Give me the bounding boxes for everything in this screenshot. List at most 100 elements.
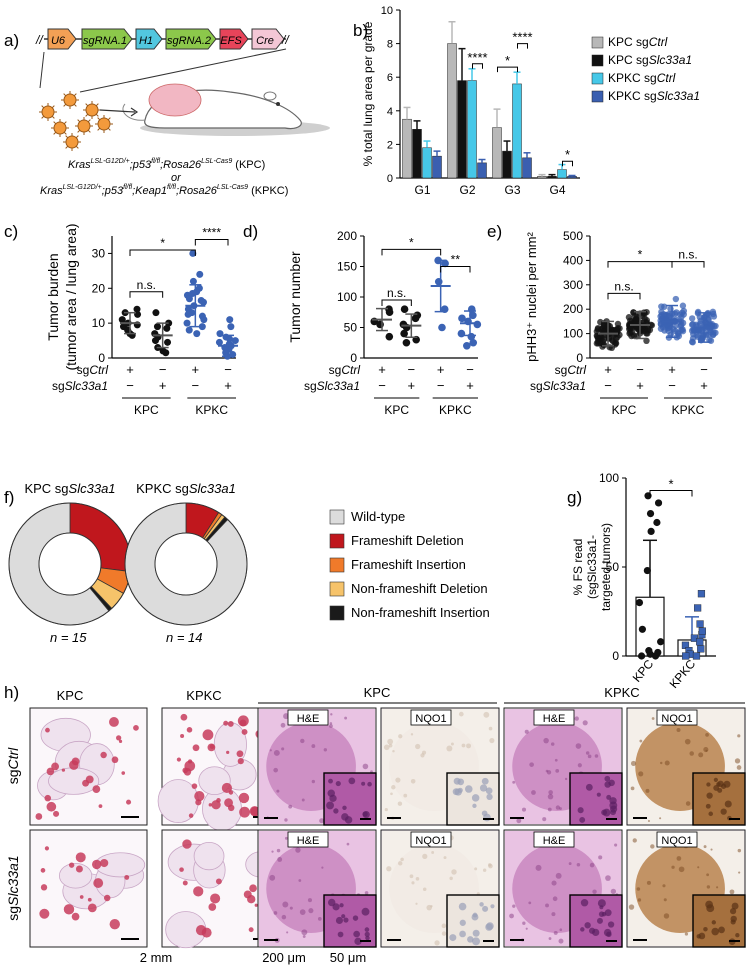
group-label-kpc: KPC [612, 403, 637, 417]
inset-nucleus [596, 917, 603, 924]
tissue-texture [706, 873, 710, 877]
panel-label-e: e) [487, 222, 502, 241]
bar [502, 150, 512, 179]
inset-nucleus [603, 928, 612, 937]
data-point [647, 527, 655, 536]
tissue-texture [398, 861, 403, 866]
tissue-texture [551, 912, 556, 917]
tissue-texture [395, 777, 401, 783]
inset-nucleus [585, 783, 593, 791]
tissue-texture [317, 916, 322, 921]
data-point [688, 321, 696, 328]
bar [512, 83, 522, 179]
scale-label-200um: 200 μm [262, 950, 306, 965]
x-tick-label: KPKC [667, 657, 699, 691]
tissue-texture [582, 720, 588, 726]
data-point [400, 329, 408, 338]
inset-nucleus [337, 931, 344, 938]
tissue-texture [545, 903, 549, 908]
inset-nucleus [464, 785, 473, 793]
data-point [215, 338, 223, 346]
tumor-nodule [103, 894, 111, 902]
tissue-texture [638, 771, 644, 777]
significance-bracket [497, 66, 518, 73]
inset-nucleus [326, 801, 334, 810]
y-tick-label: 0 [576, 351, 583, 365]
col-header-kpkc-zoom: KPKC [604, 685, 639, 700]
tumor-nodule [241, 728, 248, 735]
part-h1: H1 [139, 35, 153, 47]
tumor-nodule [183, 768, 192, 776]
tumor-nodule [71, 912, 80, 921]
tissue-texture [300, 738, 305, 744]
x-tick-label: G4 [549, 183, 565, 197]
tissue-texture [698, 752, 704, 758]
tumor-nodule [210, 893, 221, 904]
tissue-texture [286, 931, 289, 934]
virus-spike [97, 127, 101, 131]
tumor-nodule [186, 727, 193, 733]
row-label-sgslc33a1: sgSlc33a1 [530, 379, 586, 393]
tissue-texture [575, 743, 582, 749]
tissue-texture [301, 929, 308, 936]
tissue-texture [321, 866, 324, 869]
virus-spike [77, 129, 81, 133]
tissue-texture [489, 737, 495, 744]
tissue-texture [605, 875, 611, 881]
inset-nucleus [449, 934, 457, 942]
row-label-sgctrl: sgCtrl [555, 363, 587, 377]
tumor-nodule [124, 874, 130, 880]
stain-label-box [656, 831, 698, 848]
tumor-nodule [192, 744, 200, 752]
data-point [402, 338, 411, 347]
tumor-nodule [202, 729, 214, 741]
inset-nucleus [472, 803, 477, 808]
tissue-texture [522, 921, 526, 925]
tissue-texture [388, 743, 393, 748]
significance-bracket [381, 248, 442, 256]
virus-spike [75, 145, 79, 149]
inset-nucleus [730, 915, 737, 923]
inset-nucleus [580, 898, 589, 907]
zoom-inset [569, 894, 623, 948]
inset-nucleus [339, 903, 344, 908]
data-point [463, 342, 471, 350]
tissue-texture [568, 862, 572, 866]
tumor-nodule [92, 785, 101, 793]
tumor-nodule [100, 751, 107, 759]
inset-nucleus [479, 902, 484, 907]
data-point [457, 329, 466, 338]
tissue-texture [525, 927, 528, 930]
lentivirus-icons [39, 91, 113, 151]
part-sgrna1: sgRNA.1 [83, 35, 127, 47]
data-point [385, 332, 394, 341]
virus-spike [107, 127, 111, 131]
tissue-texture [422, 887, 427, 892]
tissue-texture [415, 743, 421, 750]
bar [537, 176, 547, 179]
y-tick-label: 300 [563, 278, 583, 292]
tissue-texture [512, 904, 516, 908]
svg-text:or: or [171, 172, 182, 184]
inset-nucleus [352, 915, 359, 921]
data-point [638, 625, 647, 633]
inset-nucleus [698, 932, 706, 940]
data-point [688, 315, 696, 322]
data-point [657, 638, 665, 646]
significance-bracket [472, 63, 483, 69]
tumor-nodule [100, 858, 109, 868]
tumor-nodule [176, 757, 181, 762]
part-cre: Cre [256, 35, 274, 47]
inset-nucleus [490, 904, 495, 909]
bar [492, 127, 502, 179]
tumor-nodule [116, 735, 122, 741]
bar [412, 129, 422, 179]
tissue-texture [451, 869, 457, 875]
data-point [189, 277, 197, 285]
data-point [151, 337, 159, 345]
significance-bracket [562, 160, 573, 167]
tissue-texture [576, 862, 581, 867]
data-point [400, 305, 409, 314]
virus-spike [53, 131, 57, 135]
data-point [613, 326, 621, 333]
